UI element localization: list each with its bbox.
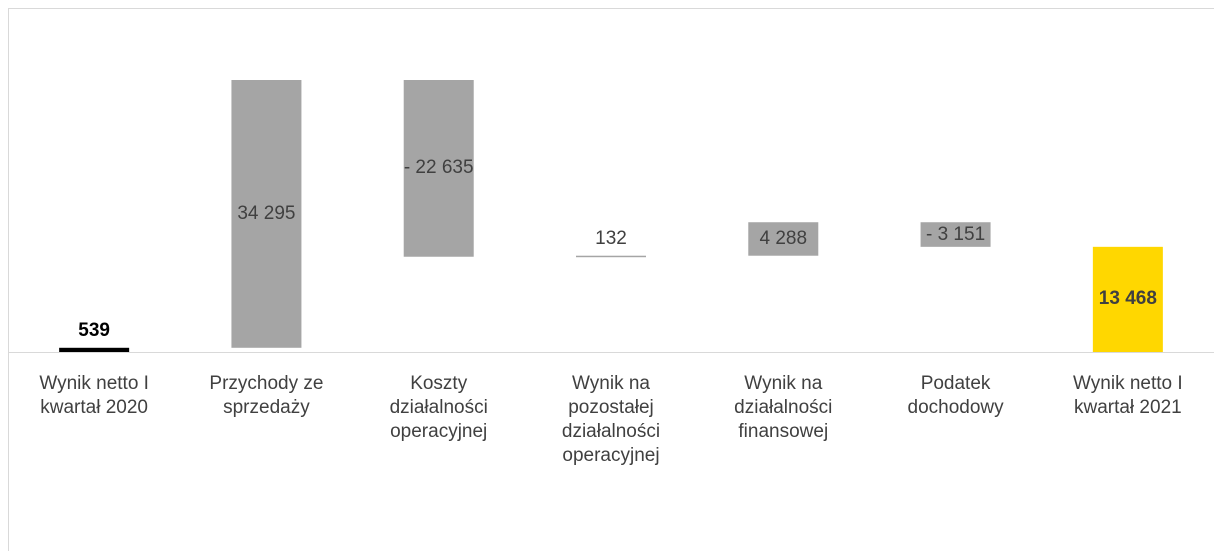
bar [1092, 246, 1163, 352]
x-tick-label: Wynik netto I kwartał 2020 [39, 373, 149, 418]
data-label: 132 [595, 227, 627, 249]
x-tick-label: Koszty działalności operacyjnej [389, 373, 488, 442]
bar [231, 80, 302, 348]
data-label: - 22 635 [403, 157, 474, 179]
bar [920, 222, 991, 247]
bar [59, 347, 130, 352]
data-label: 13 468 [1098, 288, 1157, 310]
x-tick-label: Wynik na działalności finansowej [734, 373, 833, 442]
data-label: 4 288 [759, 227, 808, 249]
data-label: 539 [78, 319, 110, 341]
bar [576, 255, 646, 258]
frame [8, 8, 1214, 551]
x-tick-label: Wynik na pozostałej działalności operacy… [561, 373, 661, 466]
data-label: - 3 151 [925, 223, 986, 245]
x-tick-label: Wynik netto I kwartał 2021 [1073, 373, 1183, 418]
bar [403, 80, 474, 257]
data-label: 34 295 [237, 202, 296, 224]
bar [748, 222, 819, 256]
x-tick-label: Podatek dochodowy [907, 373, 1004, 418]
x-tick-label: Przychody ze sprzedaży [209, 373, 324, 418]
